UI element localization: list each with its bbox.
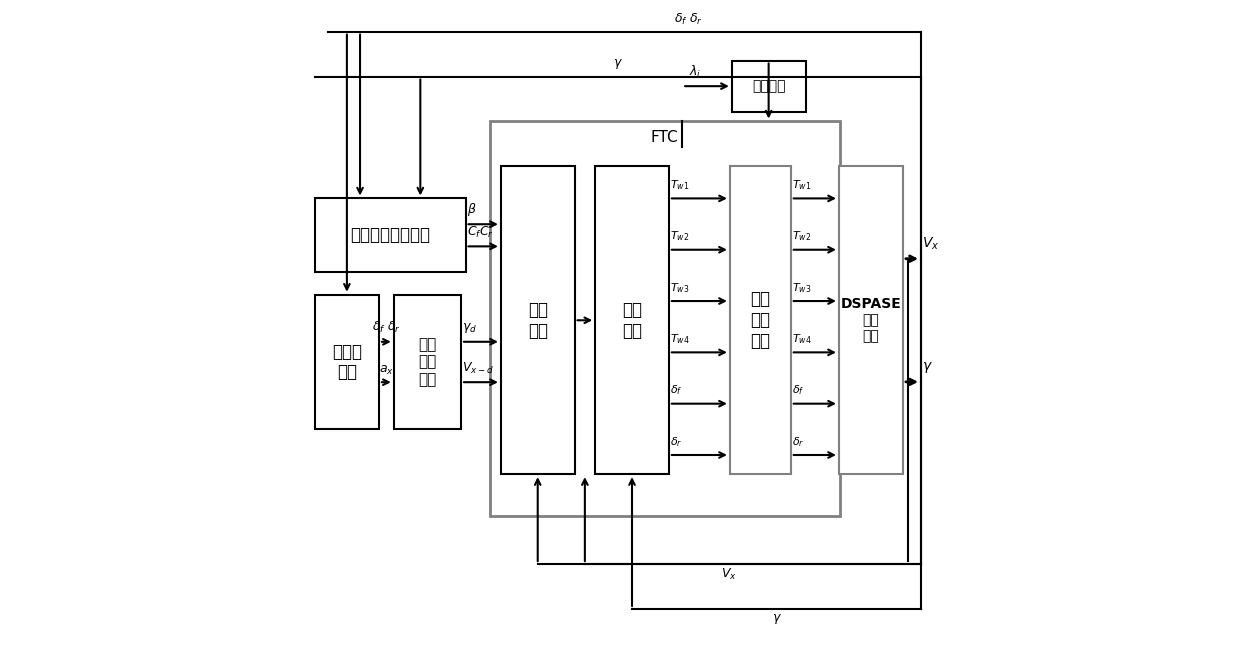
Text: $T_{w2}$: $T_{w2}$ xyxy=(670,230,689,243)
FancyBboxPatch shape xyxy=(315,294,379,430)
Text: $\gamma$: $\gamma$ xyxy=(772,612,782,626)
Text: $V_{x-d}$: $V_{x-d}$ xyxy=(462,360,494,376)
Text: $\delta_f\ \delta_r$: $\delta_f\ \delta_r$ xyxy=(674,12,703,27)
FancyBboxPatch shape xyxy=(730,166,790,474)
Text: $T_{w3}$: $T_{w3}$ xyxy=(670,281,690,294)
Text: $a_x$: $a_x$ xyxy=(379,364,394,377)
Text: DSPASE
车辆
模型: DSPASE 车辆 模型 xyxy=(840,297,901,344)
FancyBboxPatch shape xyxy=(489,122,840,516)
Text: $V_x$: $V_x$ xyxy=(721,567,737,582)
Text: 轮毂
电机
控制: 轮毂 电机 控制 xyxy=(751,291,771,350)
Text: $\lambda_i$: $\lambda_i$ xyxy=(689,63,701,80)
Text: 故障诊断: 故障诊断 xyxy=(752,79,786,93)
FancyBboxPatch shape xyxy=(315,199,466,272)
Text: 驾驶员
命令: 驾驶员 命令 xyxy=(332,343,362,381)
FancyBboxPatch shape xyxy=(595,166,669,474)
Text: $T_{w1}$: $T_{w1}$ xyxy=(670,178,690,192)
Text: $T_{w3}$: $T_{w3}$ xyxy=(792,281,812,294)
Text: $T_{w4}$: $T_{w4}$ xyxy=(670,332,690,346)
FancyBboxPatch shape xyxy=(394,294,461,430)
Text: $\delta_r$: $\delta_r$ xyxy=(670,435,683,448)
Text: $T_{w2}$: $T_{w2}$ xyxy=(792,230,812,243)
Text: $T_{w4}$: $T_{w4}$ xyxy=(792,332,812,346)
Text: $V_x$: $V_x$ xyxy=(922,236,939,252)
Text: $\delta_r$: $\delta_r$ xyxy=(792,435,804,448)
Text: 双扩展卡尔曼滤波: 双扩展卡尔曼滤波 xyxy=(351,226,430,245)
Text: FTC: FTC xyxy=(650,130,679,145)
Text: 下层
控制: 下层 控制 xyxy=(622,301,642,340)
Text: $\gamma$: $\gamma$ xyxy=(922,360,933,375)
Text: 参考
车辆
模型: 参考 车辆 模型 xyxy=(419,337,436,387)
FancyBboxPatch shape xyxy=(839,166,903,474)
FancyBboxPatch shape xyxy=(732,61,805,112)
Text: $C_f C_r$: $C_f C_r$ xyxy=(467,225,494,240)
Text: $\delta_f\ \delta_r$: $\delta_f\ \delta_r$ xyxy=(372,320,400,335)
FancyBboxPatch shape xyxy=(501,166,575,474)
Text: 上层
控制: 上层 控制 xyxy=(528,301,548,340)
Text: $T_{w1}$: $T_{w1}$ xyxy=(792,178,812,192)
Text: $\delta_f$: $\delta_f$ xyxy=(792,384,804,397)
Text: $\gamma$: $\gamma$ xyxy=(613,58,623,71)
Text: $\delta_f$: $\delta_f$ xyxy=(670,384,683,397)
Text: $\gamma_d$: $\gamma_d$ xyxy=(462,322,477,335)
Text: $\beta$: $\beta$ xyxy=(467,201,477,218)
